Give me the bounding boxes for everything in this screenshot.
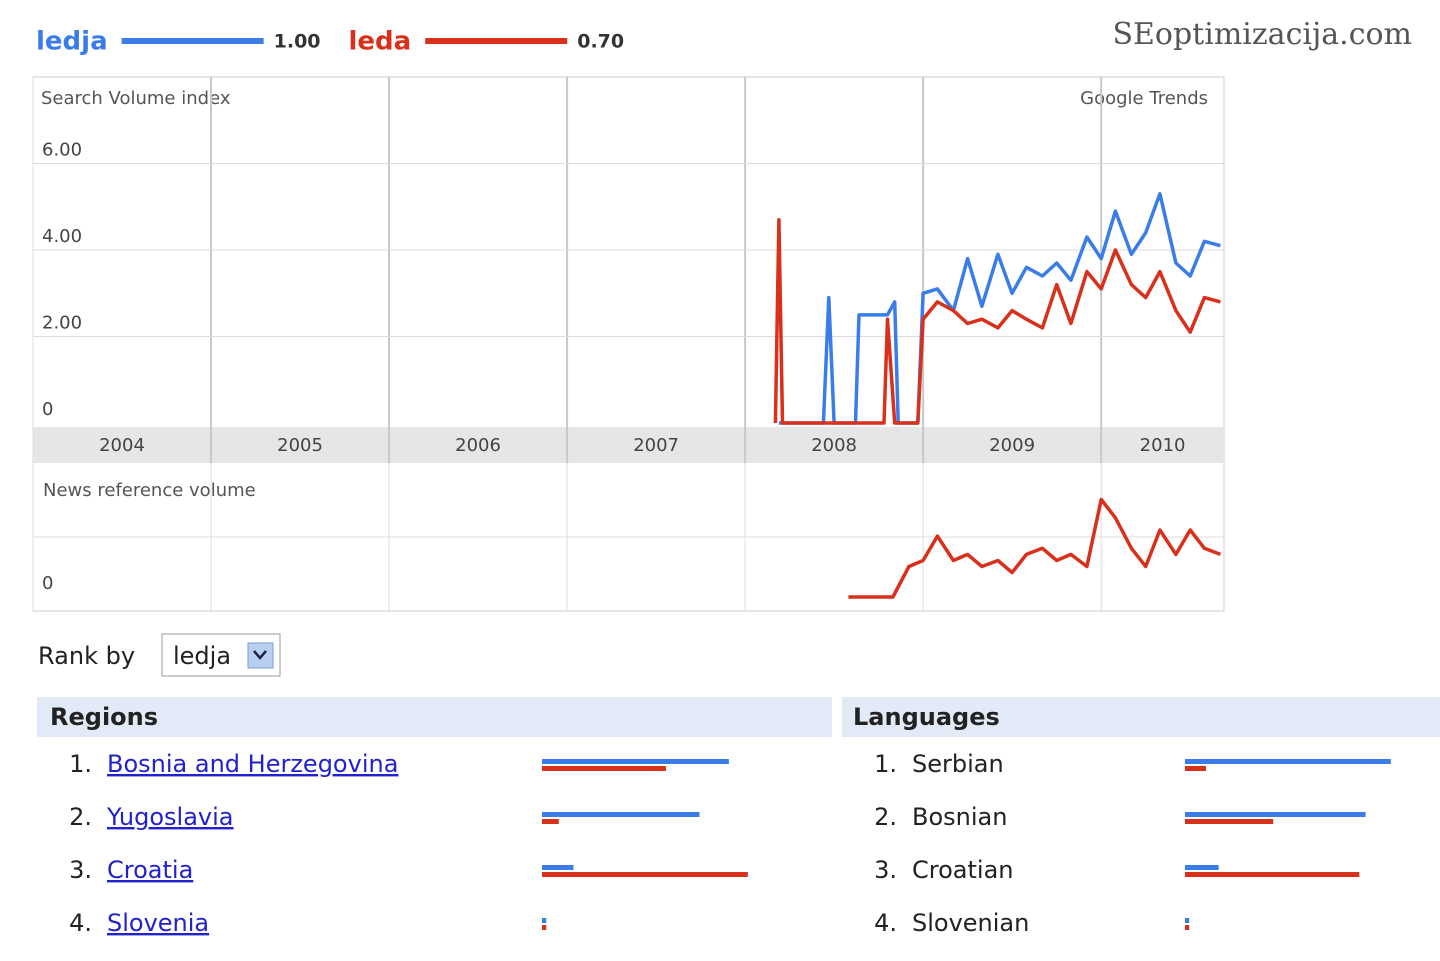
rank: 1. xyxy=(69,750,92,778)
region-link[interactable]: Slovenia xyxy=(107,909,209,937)
x-tick-label: 2008 xyxy=(811,435,857,456)
table-header xyxy=(37,697,832,737)
region-link[interactable]: Croatia xyxy=(107,856,193,884)
chart-frame xyxy=(32,76,1225,612)
year-band xyxy=(33,427,1224,463)
language-name: Slovenian xyxy=(912,909,1029,937)
rank: 3. xyxy=(874,856,897,884)
rank: 4. xyxy=(874,909,897,937)
arrow-icon xyxy=(253,650,267,660)
annotation: Google Trends xyxy=(1080,88,1208,109)
rank: 4. xyxy=(69,909,92,937)
bar xyxy=(542,918,547,923)
rank: 3. xyxy=(69,856,92,884)
region-link[interactable]: Yugoslavia xyxy=(106,803,234,831)
table-title: Regions xyxy=(50,703,158,731)
series-line xyxy=(773,217,1221,425)
series-line xyxy=(778,192,1221,425)
y-tick-label: 0 xyxy=(42,573,53,594)
bar xyxy=(1185,872,1360,877)
language-name: Serbian xyxy=(912,750,1004,778)
bar xyxy=(1185,766,1206,771)
bar xyxy=(542,819,559,824)
language-name: Croatian xyxy=(912,856,1013,884)
legend-label: ledja xyxy=(36,27,108,57)
rank: 2. xyxy=(874,803,897,831)
bar xyxy=(1185,865,1219,870)
series-line xyxy=(848,497,1222,599)
x-tick-label: 2010 xyxy=(1140,435,1186,456)
bar xyxy=(1185,819,1274,824)
x-tick-label: 2007 xyxy=(633,435,679,456)
rank-select[interactable]: ledja xyxy=(161,633,281,677)
rank-label: Rank by xyxy=(38,642,135,670)
rank: 1. xyxy=(874,750,897,778)
language-name: Bosnian xyxy=(912,803,1007,831)
x-tick-label: 2006 xyxy=(455,435,501,456)
bar xyxy=(1185,918,1190,923)
chart-title: News reference volume xyxy=(43,480,256,501)
bar xyxy=(542,759,729,764)
bar xyxy=(542,865,574,870)
x-tick-label: 2004 xyxy=(99,435,145,456)
legend-scale: 0.70 xyxy=(577,31,624,53)
y-tick-label: 0 xyxy=(42,399,53,420)
select-value[interactable]: ledja xyxy=(173,642,231,670)
table-title: Languages xyxy=(853,703,1000,731)
bar xyxy=(542,812,700,817)
x-tick-label: 2005 xyxy=(277,435,323,456)
bar xyxy=(542,925,547,930)
x-tick-label: 2009 xyxy=(989,435,1035,456)
table-header xyxy=(842,697,1440,737)
bar xyxy=(1185,812,1366,817)
watermark: SEoptimizacija.com xyxy=(1112,17,1412,52)
y-tick-label: 6.00 xyxy=(42,140,82,161)
bar xyxy=(1185,925,1190,930)
y-tick-label: 2.00 xyxy=(42,313,82,334)
bar xyxy=(1185,759,1391,764)
legend-label: leda xyxy=(349,27,412,57)
y-tick-label: 4.00 xyxy=(42,226,82,247)
region-link[interactable]: Bosnia and Herzegovina xyxy=(107,750,398,778)
select-arrow[interactable] xyxy=(247,642,274,669)
bar xyxy=(542,872,748,877)
rank: 2. xyxy=(69,803,92,831)
legend-scale: 1.00 xyxy=(274,31,321,53)
bar xyxy=(542,766,666,771)
chart-title: Search Volume index xyxy=(41,88,231,109)
